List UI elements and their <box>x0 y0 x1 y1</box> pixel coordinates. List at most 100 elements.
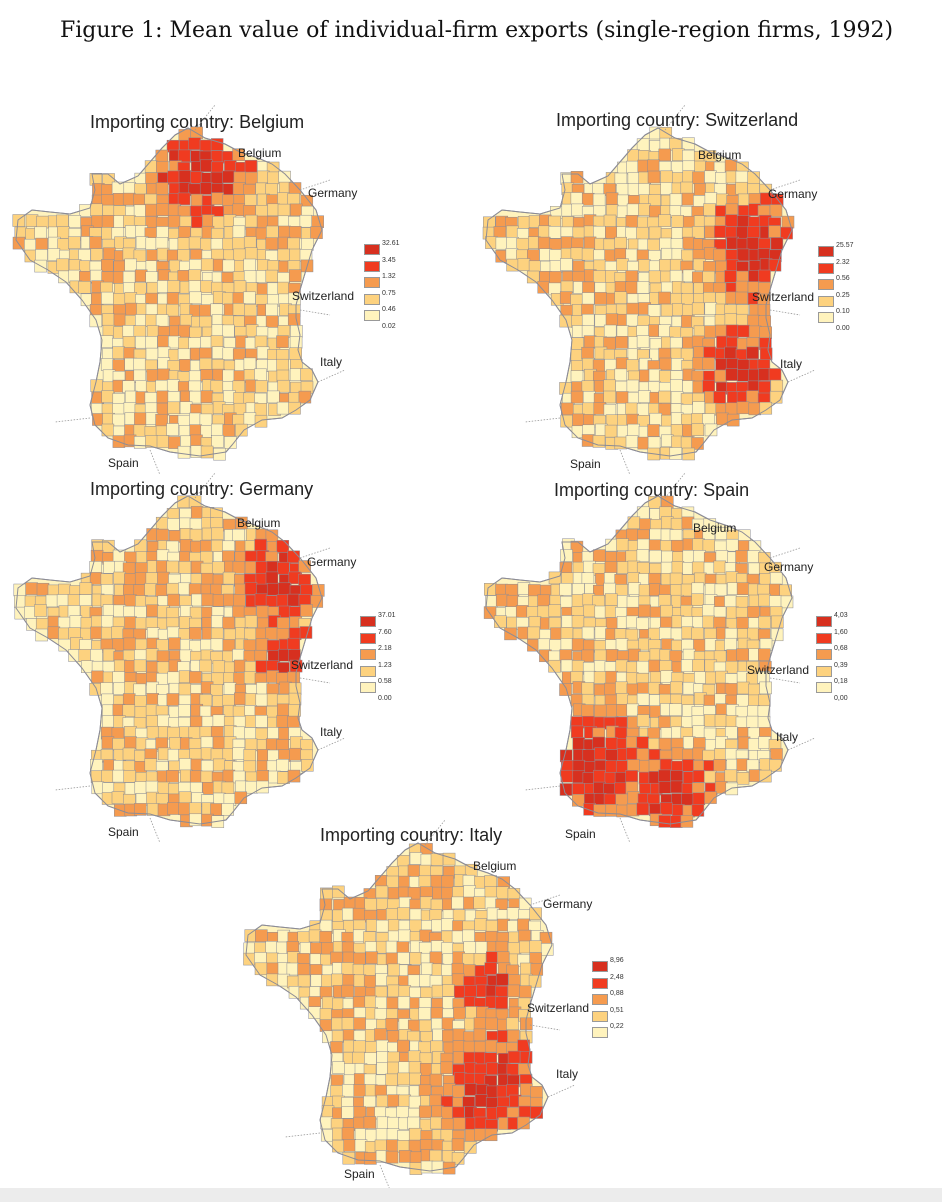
legend-swatch <box>816 682 832 693</box>
region-cell <box>441 1106 454 1120</box>
region-cell <box>516 237 529 251</box>
region-cell <box>442 1029 455 1043</box>
region-cell <box>780 226 793 240</box>
map-panel-italy: Importing country: Italy Belgium Germany… <box>230 815 700 1188</box>
region-cell <box>614 772 628 785</box>
legend-swatch <box>818 262 834 274</box>
region-cell <box>243 760 256 774</box>
region-cell <box>441 918 454 931</box>
region-cell <box>102 324 116 338</box>
legend-value: 0.25 <box>836 291 850 299</box>
region-cell <box>614 726 628 740</box>
region-cell <box>222 259 236 273</box>
france-border <box>485 495 793 825</box>
region-cell <box>691 561 705 575</box>
legend-value: 2,48 <box>610 973 624 981</box>
region-cell <box>681 192 695 206</box>
region-cell <box>374 875 388 888</box>
region-cell <box>559 749 573 763</box>
region-cell <box>680 282 694 296</box>
region-cell <box>166 693 180 706</box>
region-cell <box>113 571 126 585</box>
region-cell <box>747 550 760 563</box>
region-cell <box>626 359 639 372</box>
region-cell <box>330 1041 343 1054</box>
leader-line <box>299 309 331 316</box>
region-cell <box>166 560 179 574</box>
region-cell <box>671 215 684 228</box>
region-cell <box>725 203 739 217</box>
region-cell <box>713 248 726 262</box>
region-cell <box>134 412 147 426</box>
region-cell <box>736 772 750 785</box>
region-cell <box>233 280 247 293</box>
leader-line <box>299 179 331 191</box>
region-cell <box>178 704 191 717</box>
region-cell <box>680 181 694 195</box>
region-cell <box>737 369 750 382</box>
region-cell <box>103 561 116 574</box>
region-cell <box>178 582 191 596</box>
region-cell <box>364 1073 377 1087</box>
region-cell <box>658 769 671 783</box>
region-cell <box>289 336 303 349</box>
region-cell <box>691 627 704 641</box>
region-cell <box>331 973 344 987</box>
legend-value: 0.00 <box>378 694 392 702</box>
region-cell <box>210 684 223 697</box>
region-cell <box>691 302 705 316</box>
region-cell <box>89 236 102 249</box>
region-cell <box>746 346 759 360</box>
region-cell <box>529 907 542 921</box>
region-cell <box>100 682 113 695</box>
region-cell <box>167 802 180 815</box>
region-cell <box>244 929 258 942</box>
region-cell <box>660 670 674 683</box>
region-cell <box>702 539 716 552</box>
region-cell <box>375 973 388 986</box>
region-cell <box>625 402 638 416</box>
region-cell <box>647 170 661 184</box>
region-cell <box>245 171 258 185</box>
region-cell <box>691 593 704 606</box>
legend-swatch <box>816 632 832 644</box>
region-cell <box>342 1084 355 1097</box>
region-cell <box>200 736 214 750</box>
region-cell <box>221 781 235 795</box>
leader-line <box>787 737 816 751</box>
region-cell <box>636 693 650 706</box>
region-cell <box>123 605 136 619</box>
region-cell <box>352 907 366 921</box>
region-cell <box>616 693 629 706</box>
region-cell <box>462 953 475 966</box>
region-cell <box>134 269 148 283</box>
region-cell <box>560 414 573 428</box>
region-cell <box>135 617 148 630</box>
region-cell <box>604 561 618 574</box>
region-cell <box>627 172 641 185</box>
region-cell <box>704 170 717 184</box>
legend-swatch <box>364 293 380 305</box>
leader-line <box>619 817 631 844</box>
region-cell <box>68 236 81 249</box>
region-cell <box>244 738 258 752</box>
region-cell <box>616 325 630 338</box>
region-cell <box>559 583 572 596</box>
region-cell <box>486 1062 499 1076</box>
region-cell <box>669 716 683 729</box>
region-cell <box>189 326 202 340</box>
region-cell <box>714 714 728 727</box>
region-cell <box>615 659 629 673</box>
region-cell <box>155 314 169 327</box>
region-cell <box>484 886 498 899</box>
region-cell <box>222 424 236 437</box>
region-cell <box>625 770 638 783</box>
region-cell <box>680 583 694 597</box>
region-cell <box>311 215 324 228</box>
region-cell <box>341 984 354 998</box>
region-cell <box>592 736 605 750</box>
leader-line <box>317 369 346 383</box>
region-cell <box>234 692 247 706</box>
region-cell <box>67 594 81 607</box>
region-cell <box>452 1106 465 1120</box>
